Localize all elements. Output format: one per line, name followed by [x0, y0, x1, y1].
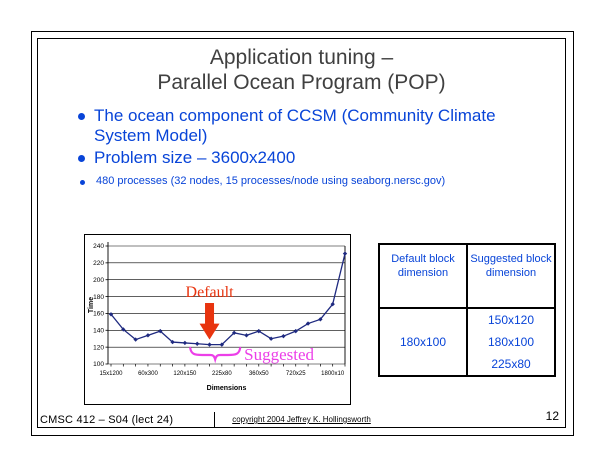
- svg-text:225x80: 225x80: [212, 371, 232, 377]
- tuning-chart-svg: 100 120 140 160 180 200 220 240 15x1200 60x300 120…: [88, 242, 348, 392]
- svg-text:60x300: 60x300: [138, 371, 158, 377]
- svg-text:240: 240: [93, 243, 104, 250]
- svg-text:Suggested: Suggested: [244, 345, 314, 364]
- slide-inner-frame: Application tuning – Parallel Ocean Prog…: [37, 38, 566, 428]
- time-vs-dimensions-chart: 100 120 140 160 180 200 220 240 15x1200 60x300 120…: [84, 234, 351, 405]
- suggested-value: 180x100: [487, 335, 535, 349]
- slide-title-line2: Parallel Ocean Program (POP): [157, 71, 446, 94]
- suggested-value: 225x80: [491, 357, 531, 371]
- slide-outer-frame: Application tuning – Parallel Ocean Prog…: [31, 31, 574, 436]
- svg-text:140: 140: [93, 327, 104, 334]
- svg-text:120x150: 120x150: [173, 371, 197, 377]
- table-cell-default-value: 180x100: [378, 307, 468, 377]
- bullet-dot-icon: [80, 180, 85, 185]
- svg-text:200: 200: [93, 277, 104, 284]
- svg-text:100: 100: [93, 361, 104, 368]
- bullet-dot-icon: [78, 113, 85, 120]
- svg-text:160: 160: [93, 311, 104, 318]
- table-header-row: Default block dimension Suggested block …: [378, 243, 556, 309]
- svg-text:360x50: 360x50: [249, 371, 269, 377]
- page-number: 12: [545, 409, 559, 423]
- slide-title: Application tuning – Parallel Ocean Prog…: [38, 45, 565, 95]
- table-header-default: Default block dimension: [378, 243, 468, 309]
- block-dimension-table: Default block dimension Suggested block …: [378, 243, 556, 377]
- suggested-value: 150x120: [487, 313, 535, 327]
- bullet-text: Problem size – 3600x2400: [94, 148, 296, 167]
- svg-text:180: 180: [93, 294, 104, 301]
- bullet-item-problem-size: Problem size – 3600x2400: [78, 148, 540, 168]
- table-cell-suggested-values: 150x120 180x100 225x80: [466, 307, 556, 377]
- bullet-list: The ocean component of CCSM (Community C…: [78, 106, 540, 188]
- table-body-row: 180x100 150x120 180x100 225x80: [378, 307, 556, 377]
- svg-text:Dimensions: Dimensions: [207, 385, 247, 392]
- footer-course-label: CMSC 412 – S04 (lect 24): [38, 412, 215, 427]
- bullet-text: 480 processes (32 nodes, 15 processes/no…: [96, 175, 446, 187]
- footer-copyright-text: copyright 2004 Jeffrey K. Hollingsworth: [232, 415, 371, 424]
- bullet-dot-icon: [78, 155, 85, 162]
- bullet-item-processes: 480 processes (32 nodes, 15 processes/no…: [78, 175, 540, 188]
- svg-text:220: 220: [93, 260, 104, 267]
- svg-text:120: 120: [93, 344, 104, 351]
- slide-title-line1: Application tuning –: [209, 46, 394, 69]
- svg-text:Time: Time: [88, 297, 95, 313]
- svg-text:720x25: 720x25: [286, 371, 306, 377]
- footer-copyright: copyright 2004 Jeffrey K. Hollingsworth: [38, 415, 565, 424]
- bullet-item-ccsm: The ocean component of CCSM (Community C…: [78, 106, 540, 146]
- bullet-text: The ocean component of CCSM (Community C…: [94, 106, 496, 145]
- svg-text:15x1200: 15x1200: [99, 371, 123, 377]
- svg-text:1800x10: 1800x10: [321, 371, 345, 377]
- table-header-suggested: Suggested block dimension: [466, 243, 556, 309]
- svg-text:Default: Default: [186, 284, 235, 301]
